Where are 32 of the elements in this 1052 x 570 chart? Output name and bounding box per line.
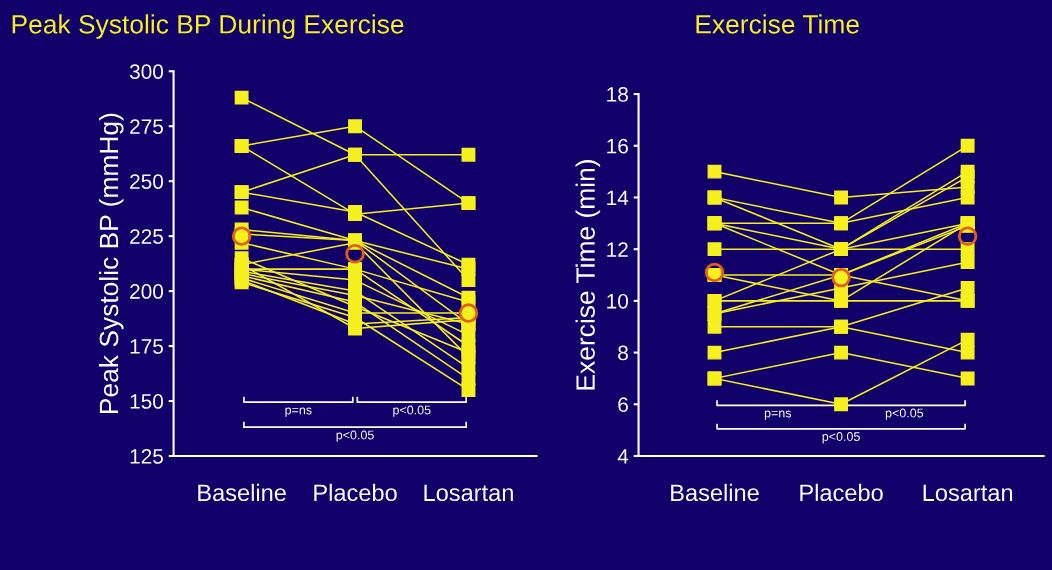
y-tick-label: 14 (607, 190, 629, 206)
x-tick-label: Placebo (314, 483, 397, 502)
y-tick-label: 200 (130, 284, 164, 299)
y-tick-label: 12 (607, 242, 628, 257)
annotation: p<0.05 (336, 430, 374, 442)
annotation: p<0.05 (822, 432, 860, 444)
x-tick-label: Losartan (923, 484, 1013, 502)
annotation: p=ns (764, 410, 792, 420)
chart-title: Exercise Time (696, 14, 859, 34)
y-tick-label: 6 (618, 397, 628, 413)
y-tick-label: 300 (129, 64, 164, 79)
y-tick-label: 225 (130, 229, 163, 244)
y-tick-label: 16 (607, 138, 628, 154)
annotation: p<0.05 (885, 408, 924, 420)
y-tick-label: 150 (130, 394, 164, 409)
y-axis-title: Exercise Time (min) (575, 160, 601, 390)
y-tick-label: 10 (607, 293, 629, 309)
y-tick-label: 125 (130, 449, 163, 464)
y-tick-label: 175 (130, 339, 163, 354)
x-tick-label: Placebo (800, 483, 883, 502)
x-tick-label: Baseline (671, 483, 759, 502)
y-tick-label: 8 (618, 345, 628, 361)
annotation: p<0.05 (393, 405, 431, 417)
x-tick-label: Baseline (198, 483, 286, 502)
y-tick-label: 275 (130, 119, 163, 134)
y-axis-title: Peak Systolic BP (mmHg) (98, 113, 124, 413)
y-tick-label: 250 (130, 174, 164, 189)
chart-title: Peak Systolic BP During Exercise (12, 14, 404, 39)
y-tick-label: 4 (617, 449, 629, 464)
y-tick-label: 18 (607, 87, 628, 102)
x-tick-label: Losartan (424, 484, 513, 502)
annotation: p=ns (285, 407, 312, 417)
